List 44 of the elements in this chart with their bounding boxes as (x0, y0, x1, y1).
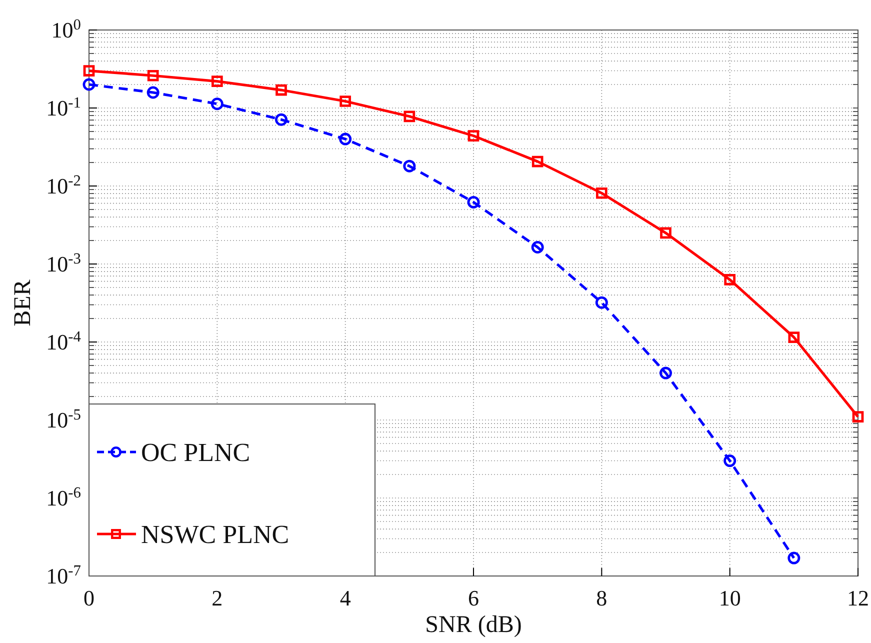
x-tick-label: 12 (847, 586, 869, 611)
legend-label: NSWC PLNC (141, 520, 290, 550)
y-tick-label: 10$^{-5}$ (46, 406, 82, 433)
y-tick-label: 10$^{-7}$ (46, 562, 82, 589)
point (467, 196, 480, 208)
point (211, 76, 223, 87)
x-tick-label: 6 (468, 586, 479, 611)
y-tick-label: 10$^{-4}$ (46, 328, 82, 355)
y-tick-label: 10$^{-6}$ (46, 484, 82, 511)
point (404, 110, 416, 122)
point (724, 454, 736, 468)
legend-label: OC PLNC (141, 438, 250, 468)
point (468, 130, 480, 142)
x-tick-label: 10 (718, 586, 741, 611)
point (83, 65, 95, 76)
point (531, 241, 544, 254)
point (210, 98, 224, 110)
point (660, 227, 672, 239)
point (276, 84, 287, 96)
point (339, 132, 352, 146)
x-tick-label: 4 (340, 586, 351, 611)
point (788, 552, 800, 564)
point (403, 160, 416, 172)
x-axis-title: SNR (dB) (425, 612, 522, 638)
point (788, 332, 800, 343)
point (596, 187, 608, 199)
point (595, 296, 608, 309)
x-tick-label: 2 (212, 586, 223, 611)
point (724, 274, 736, 286)
point (275, 113, 288, 126)
point (660, 366, 672, 380)
y-axis-title: BER (10, 280, 36, 326)
y-tick-label: 10$^{-3}$ (46, 250, 82, 277)
y-tick-label: 10$^{-2}$ (46, 172, 81, 199)
point (147, 70, 159, 82)
y-tick-label: 10$^{-1}$ (46, 94, 81, 121)
point (340, 96, 352, 107)
point (532, 156, 544, 168)
x-tick-label: 8 (596, 586, 608, 611)
y-tick-label: 10$^{0}$ (51, 16, 82, 43)
point (146, 86, 160, 99)
x-tick-label: 0 (84, 586, 94, 611)
point (82, 78, 96, 91)
point (852, 411, 864, 422)
